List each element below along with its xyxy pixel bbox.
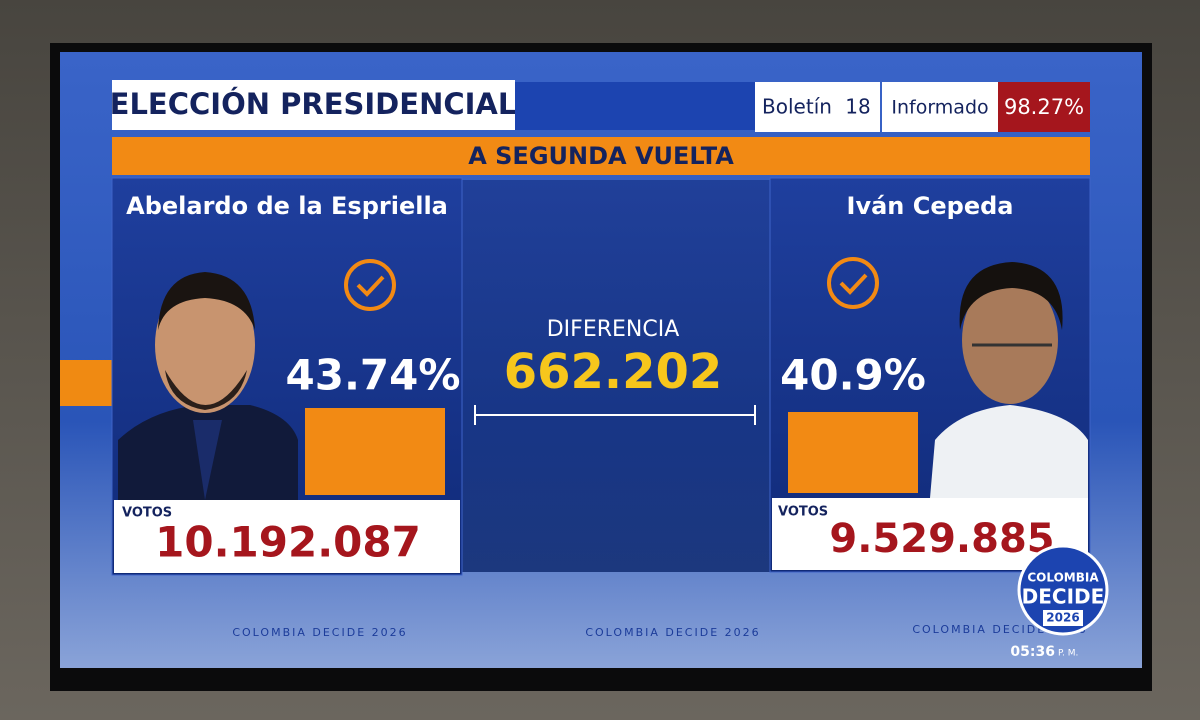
difference-label: DIFERENCIA (547, 317, 680, 342)
candidate-name: Iván Cepeda (847, 192, 1014, 220)
candidate-photo (118, 272, 298, 500)
shape (930, 405, 1088, 498)
logo-line: DECIDE (1022, 585, 1105, 609)
difference-rule (474, 405, 756, 425)
shape (1017, 544, 1109, 636)
check-mark (356, 275, 385, 297)
bulletin-number: 18 (845, 95, 870, 119)
title: ELECCIÓN PRESIDENCIAL (110, 87, 517, 121)
shape (158, 272, 255, 330)
votes-box (114, 500, 460, 573)
logo-year: 2026 (1046, 611, 1079, 625)
votes-label: VOTOS (122, 506, 172, 521)
footer-text: COLOMBIA DECIDE 2026 (585, 626, 760, 639)
candidate-percent: 43.74% (286, 351, 461, 400)
banner: A SEGUNDA VUELTA (468, 142, 734, 170)
reported-label: Informado (891, 97, 988, 119)
candidate-photo (930, 262, 1088, 498)
votes: 9.529.885 (829, 516, 1054, 562)
votes: 10.192.087 (155, 518, 421, 567)
footer-text: COLOMBIA DECIDE 2026 (232, 626, 407, 639)
bulletin-label: Boletín (762, 95, 832, 119)
shape (1043, 610, 1083, 626)
candidate-percent: 40.9% (780, 351, 926, 400)
candidate-name: Abelardo de la Espriella (126, 192, 448, 220)
clock-period: P. M. (1058, 649, 1078, 659)
shape (959, 262, 1063, 330)
percent-block (788, 412, 918, 493)
shape (962, 276, 1058, 404)
difference-value: 662.202 (504, 344, 723, 400)
header-bar (515, 82, 755, 130)
shape (193, 420, 222, 500)
reported-box (882, 82, 998, 132)
check-icon (344, 259, 396, 311)
center-panel (462, 180, 770, 572)
percent-block (305, 408, 445, 495)
logo-line: COLOMBIA (1027, 571, 1099, 585)
check-mark (839, 273, 868, 295)
reported-value: 98.27% (1004, 95, 1084, 119)
banner-bar (112, 137, 1090, 175)
bulletin-box (755, 82, 880, 132)
shape (155, 277, 255, 413)
side-accent (60, 360, 112, 406)
clock-time: 05:36 (1010, 644, 1055, 660)
logo: COLOMBIA DECIDE 2026 (1017, 544, 1109, 636)
check-icon (827, 257, 879, 309)
shape (165, 370, 247, 410)
reported-value-box (998, 82, 1090, 132)
votes-label: VOTOS (778, 505, 828, 520)
title-box (112, 80, 515, 130)
